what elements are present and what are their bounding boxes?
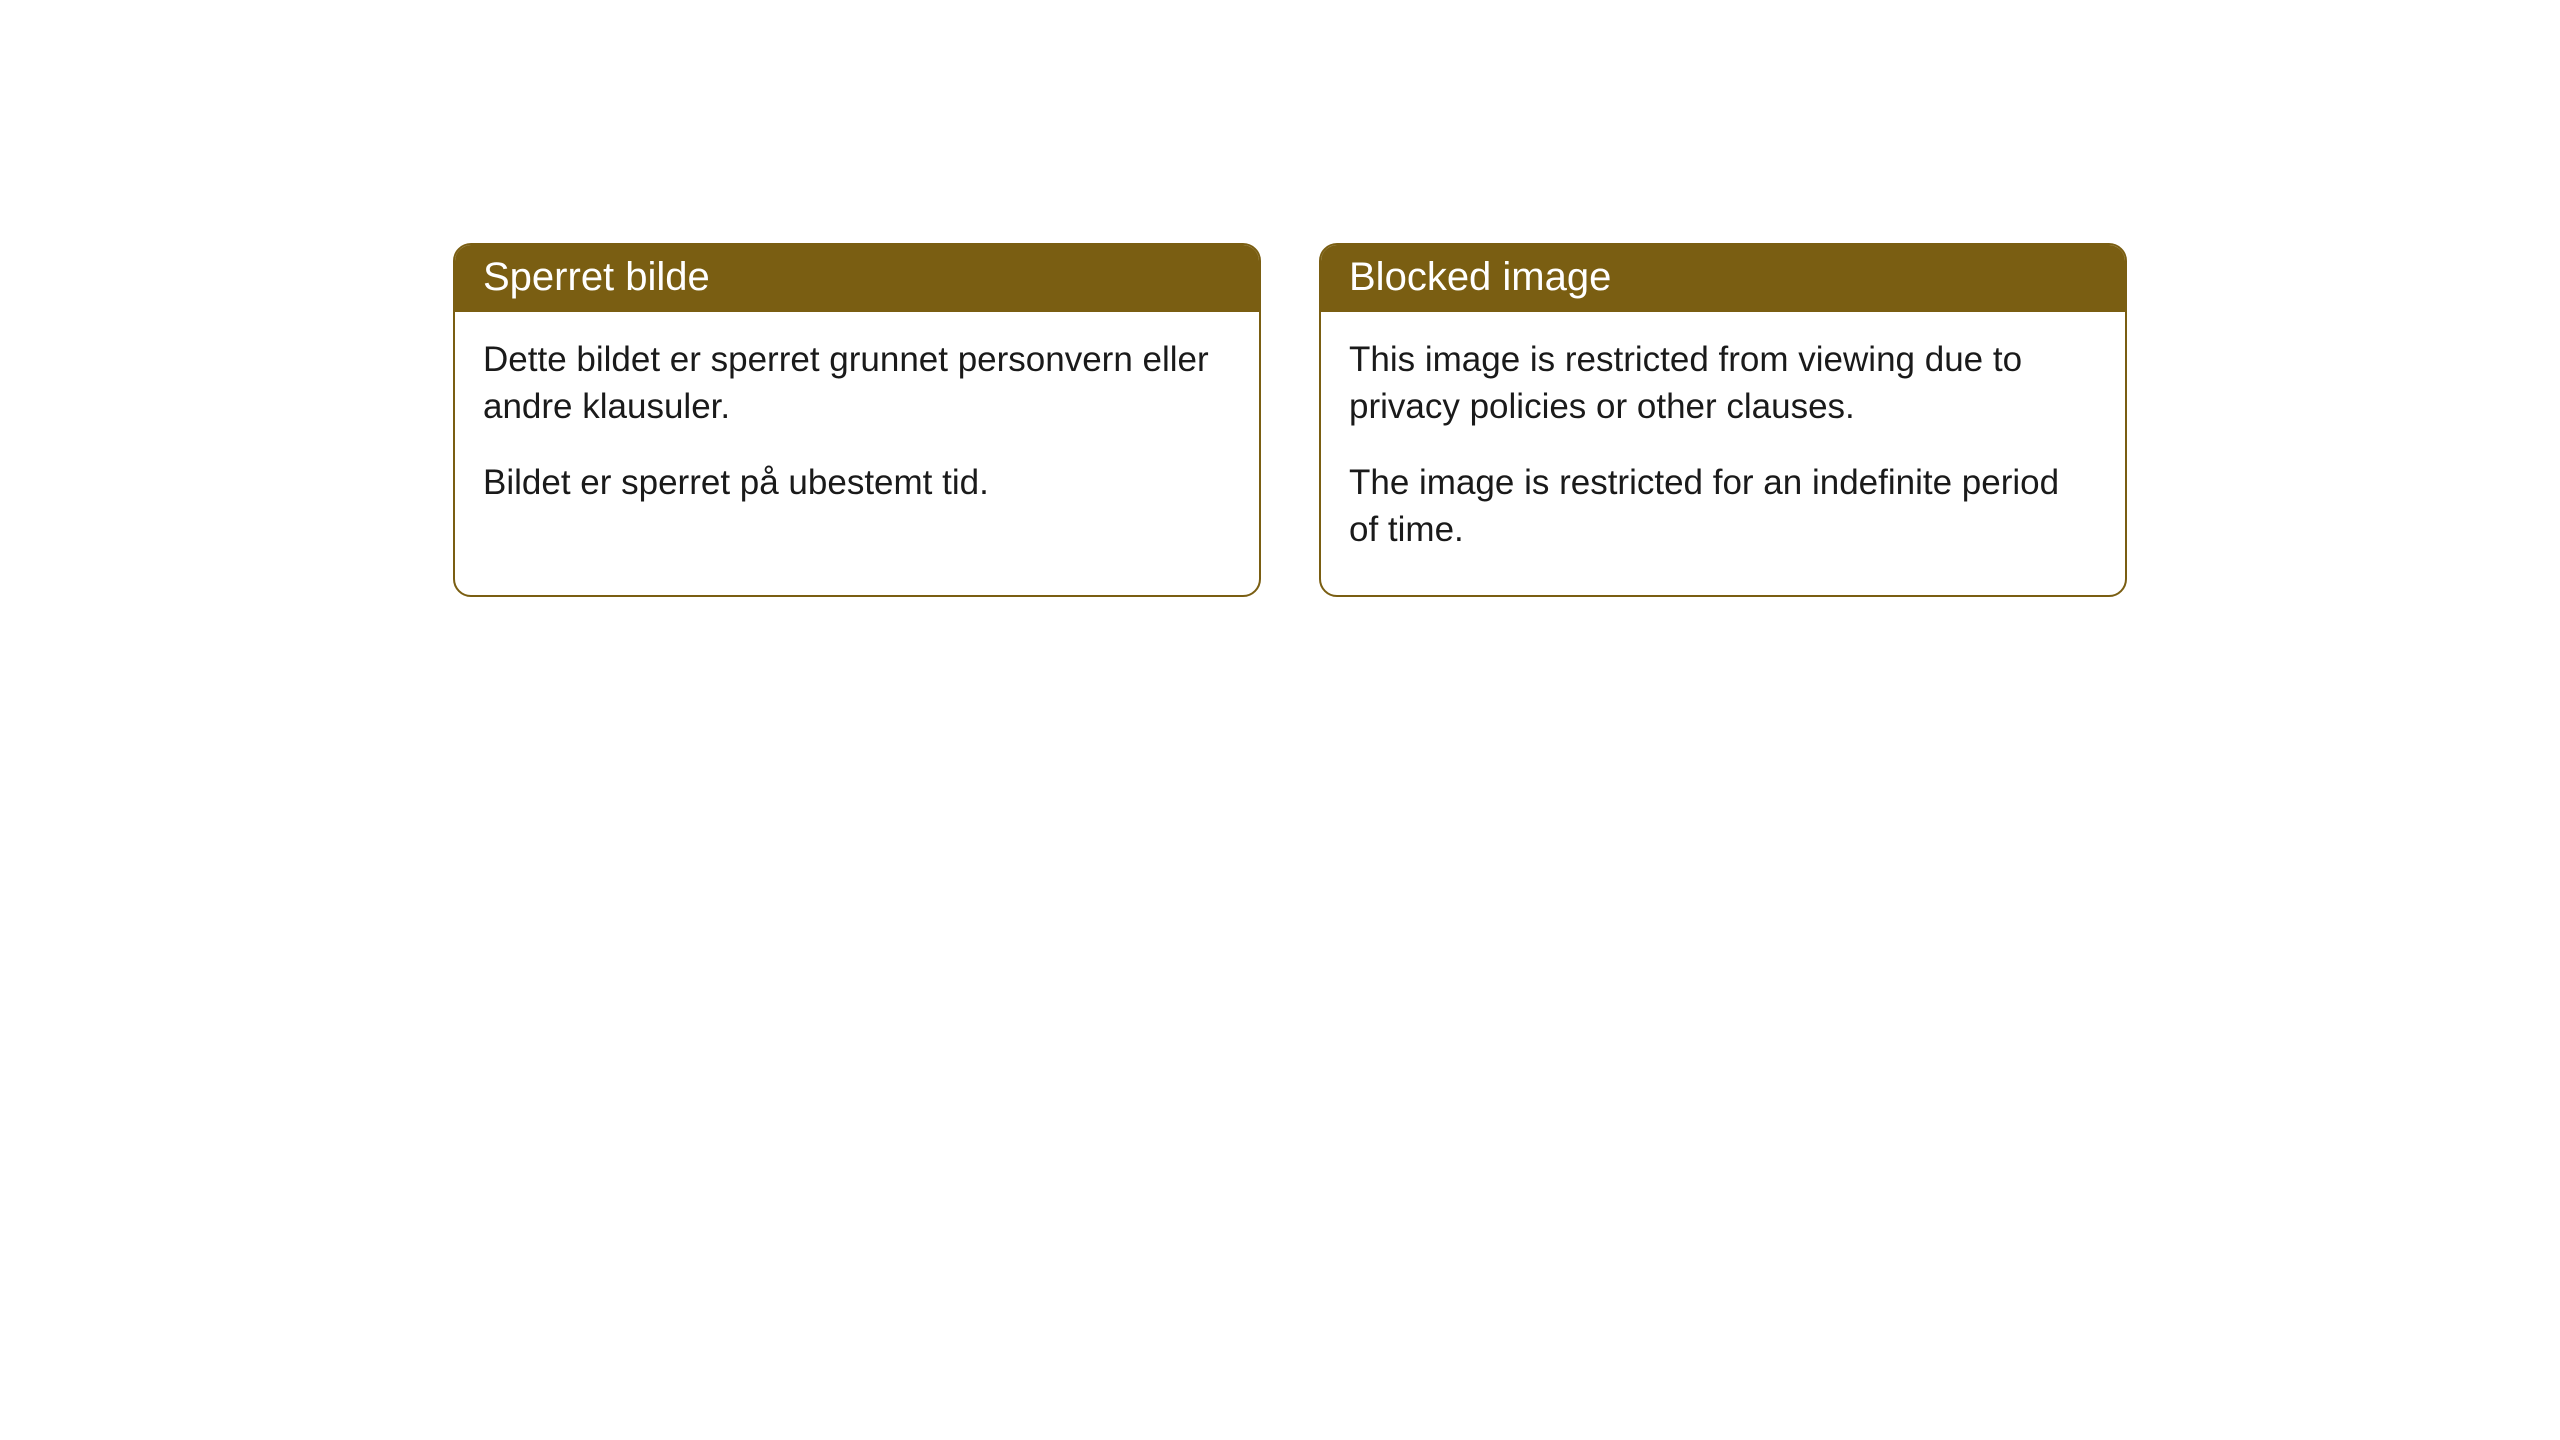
card-body: This image is restricted from viewing du… — [1321, 312, 2125, 595]
card-title: Blocked image — [1349, 255, 1611, 299]
notice-cards-container: Sperret bilde Dette bildet er sperret gr… — [453, 243, 2127, 597]
card-paragraph: Bildet er sperret på ubestemt tid. — [483, 459, 1231, 506]
card-header: Blocked image — [1321, 245, 2125, 312]
card-paragraph: This image is restricted from viewing du… — [1349, 336, 2097, 431]
notice-card-norwegian: Sperret bilde Dette bildet er sperret gr… — [453, 243, 1261, 597]
card-title: Sperret bilde — [483, 255, 710, 299]
card-header: Sperret bilde — [455, 245, 1259, 312]
notice-card-english: Blocked image This image is restricted f… — [1319, 243, 2127, 597]
card-paragraph: The image is restricted for an indefinit… — [1349, 459, 2097, 554]
card-paragraph: Dette bildet er sperret grunnet personve… — [483, 336, 1231, 431]
card-body: Dette bildet er sperret grunnet personve… — [455, 312, 1259, 548]
